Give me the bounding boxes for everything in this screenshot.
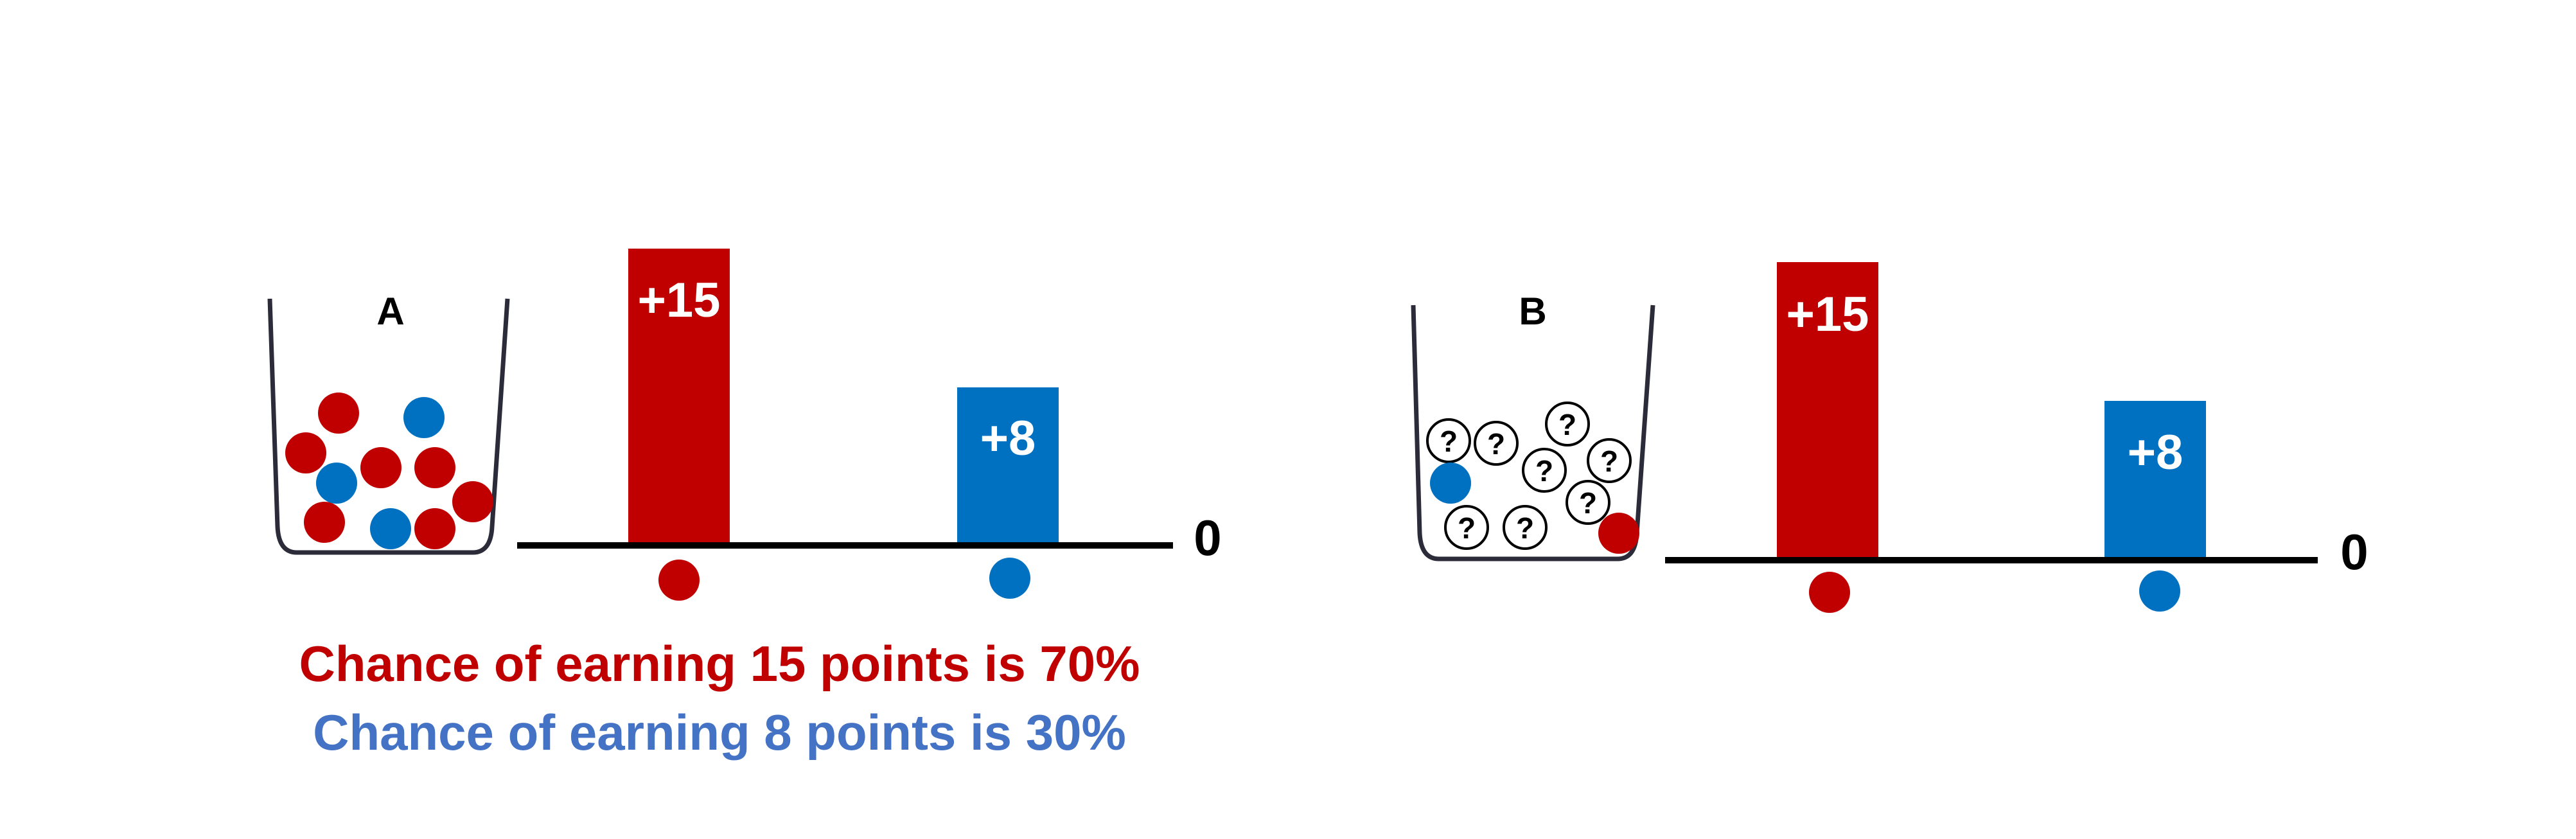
panel-b: B ? ? ? ? ? ? — [1411, 262, 2369, 613]
zero-label-a: 0 — [1194, 509, 1221, 566]
bar-b-low-marker — [2139, 570, 2180, 612]
bar-b-high — [1777, 262, 1878, 560]
svg-text:?: ? — [1535, 454, 1553, 488]
blue-ball — [403, 397, 445, 438]
bar-a-low-marker — [989, 558, 1030, 599]
unknown-ball: ? — [1587, 438, 1632, 483]
svg-text:?: ? — [1516, 511, 1534, 545]
bar-a-high — [628, 249, 730, 545]
unknown-ball: ? — [1522, 448, 1567, 493]
panel-a: A +15 +8 0 — [267, 249, 1222, 601]
unknown-ball: ? — [1503, 505, 1548, 550]
blue-ball — [1430, 463, 1471, 504]
red-ball — [285, 432, 326, 473]
red-ball — [360, 447, 401, 488]
bar-a-low-label: +8 — [980, 411, 1036, 466]
svg-text:?: ? — [1487, 427, 1505, 461]
svg-text:?: ? — [1579, 486, 1597, 520]
bar-a-high-marker — [658, 560, 700, 601]
blue-ball — [370, 508, 411, 549]
bar-b-high-label: +15 — [1786, 287, 1869, 342]
red-ball — [304, 502, 345, 543]
bar-a-low — [957, 387, 1059, 545]
red-ball — [414, 508, 455, 549]
bar-b-high-marker — [1809, 572, 1850, 613]
unknown-ball: ? — [1545, 402, 1590, 446]
unknown-ball: ? — [1426, 418, 1471, 463]
jar-a-label: A — [376, 290, 404, 333]
jar-b-label: B — [1519, 290, 1546, 333]
bar-b-low-label: +8 — [2128, 425, 2183, 480]
chance-red-text: Chance of earning 15 points is 70% — [299, 635, 1140, 692]
unknown-ball: ? — [1474, 421, 1519, 466]
red-ball — [414, 447, 455, 488]
unknown-ball: ? — [1444, 505, 1489, 550]
svg-text:?: ? — [1600, 445, 1618, 478]
chance-blue-text: Chance of earning 8 points is 30% — [313, 704, 1126, 761]
red-ball — [452, 481, 493, 522]
jar-b-balls: ? ? ? ? ? ? ? — [1426, 402, 1639, 554]
red-ball — [1598, 513, 1639, 554]
zero-label-b: 0 — [2340, 524, 2368, 580]
bar-a-high-label: +15 — [638, 273, 721, 328]
svg-text:?: ? — [1458, 511, 1476, 545]
blue-ball — [316, 463, 357, 504]
jar-a-balls — [285, 393, 493, 549]
svg-text:?: ? — [1558, 408, 1576, 441]
bar-b-low — [2104, 401, 2206, 560]
red-ball — [318, 393, 359, 434]
unknown-ball: ? — [1566, 480, 1610, 525]
jar-a — [267, 298, 510, 555]
svg-text:?: ? — [1440, 425, 1458, 458]
